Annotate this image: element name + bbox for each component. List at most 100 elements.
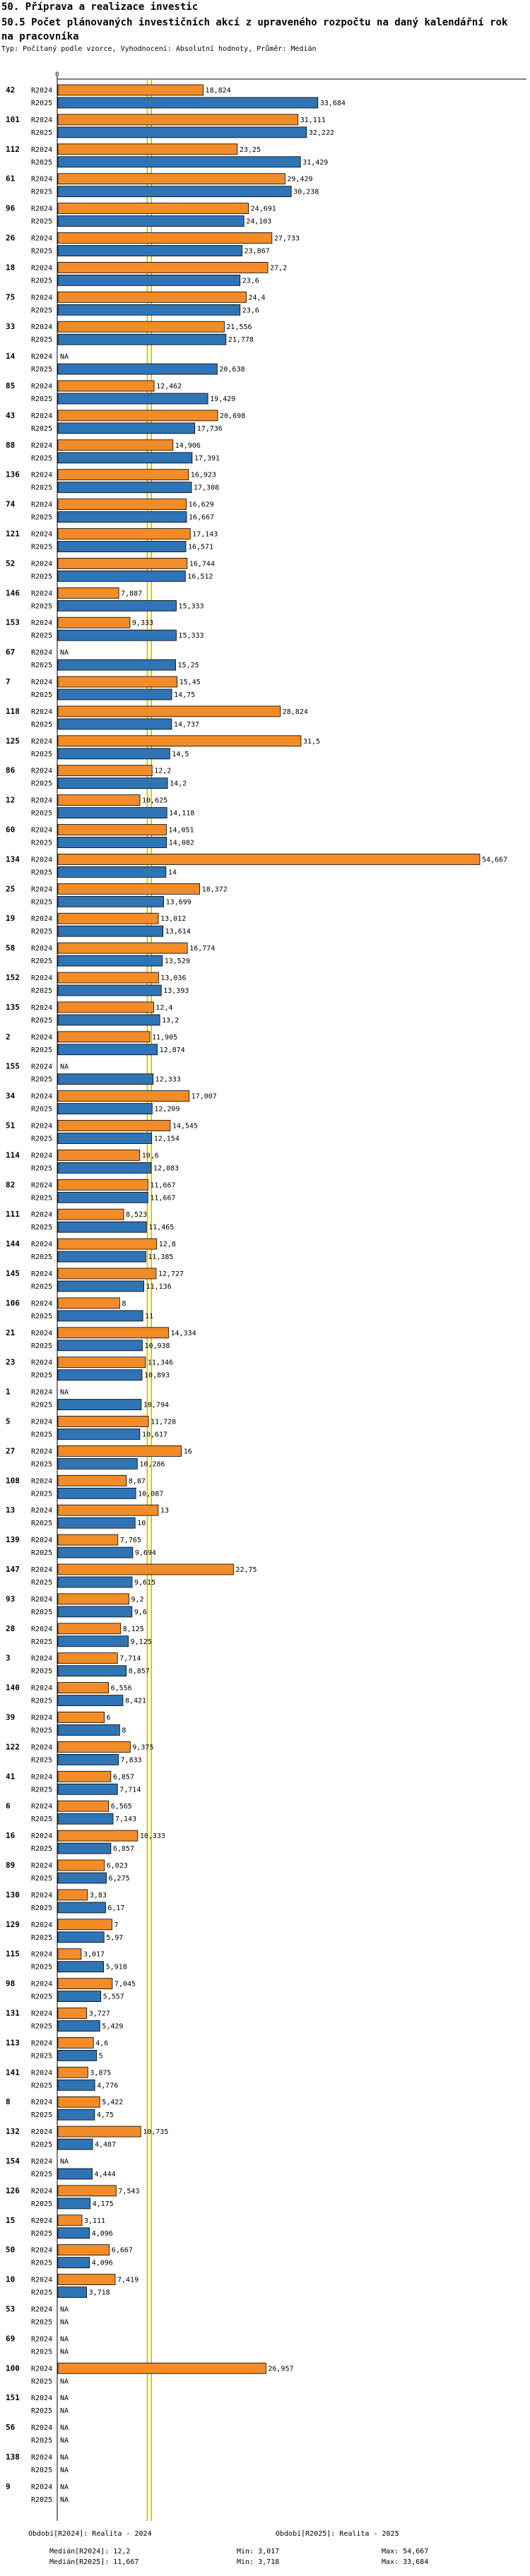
value-label-r2025: 9,6 [134, 1609, 147, 1616]
series-label-r2025: R2025 [31, 544, 52, 551]
group-label: 51 [6, 1121, 16, 1131]
group-label: 151 [6, 2393, 20, 2402]
series-label-r2025: R2025 [31, 1549, 52, 1557]
group-label: 122 [6, 1742, 20, 1751]
group-label: 130 [6, 1890, 20, 1900]
value-label-r2024: 12,462 [156, 383, 182, 390]
bar-r2025 [57, 984, 162, 996]
series-label-r2025: R2025 [31, 2141, 52, 2149]
bar-r2025 [57, 2286, 88, 2298]
value-label-r2024: 24,691 [251, 205, 276, 213]
group-label: 67 [6, 648, 15, 657]
series-label-r2025: R2025 [31, 2200, 52, 2208]
value-label-r2025: 33,684 [320, 100, 346, 107]
na-label-r2024: NA [60, 2483, 69, 2491]
bar-r2024 [57, 1001, 154, 1013]
bar-r2024 [57, 1682, 109, 1694]
value-label-r2024: 9,333 [132, 619, 153, 627]
value-label-r2025: 7,714 [119, 1786, 141, 1794]
bar-r2024 [57, 1978, 113, 1990]
group-label: 129 [6, 1920, 20, 1929]
na-label-r2024: NA [60, 1063, 69, 1071]
value-label-r2025: 10,938 [144, 1342, 170, 1350]
value-label-r2025: 3,718 [89, 2289, 110, 2297]
bar-r2025 [57, 1842, 112, 1854]
series-label-r2024: R2024 [31, 915, 52, 923]
series-label-r2025: R2025 [31, 2023, 52, 2031]
value-label-r2025: 13,614 [165, 928, 191, 936]
series-label-r2025: R2025 [31, 2052, 52, 2060]
value-label-r2025: 14,75 [174, 691, 195, 699]
series-label-r2024: R2024 [31, 1773, 52, 1781]
bar-r2025 [57, 1251, 146, 1263]
bar-r2025 [57, 1457, 138, 1469]
value-label-r2024: 7,045 [114, 1981, 136, 1988]
value-label-r2025: 10,286 [139, 1460, 165, 1468]
series-label-r2025: R2025 [31, 484, 52, 492]
value-label-r2024: 6 [107, 1715, 111, 1722]
value-label-r2024: 20,698 [220, 412, 245, 420]
series-label-r2025: R2025 [31, 662, 52, 669]
group-label: 88 [6, 441, 15, 450]
group-label: 60 [6, 825, 15, 835]
legend-r2024: Období[R2024]: Realita - 2024 [28, 2530, 152, 2538]
group-label: 153 [6, 618, 20, 627]
series-label-r2024: R2024 [31, 1389, 52, 1397]
series-label-r2024: R2024 [31, 205, 52, 213]
bar-r2024 [57, 321, 225, 333]
value-label-r2025: 13,529 [165, 958, 190, 965]
bar-r2024 [57, 1150, 141, 1161]
series-label-r2025: R2025 [31, 958, 52, 965]
bar-r2024 [57, 883, 201, 895]
bar-r2024 [57, 291, 247, 303]
series-label-r2024: R2024 [31, 2069, 52, 2077]
value-label-r2025: 21,778 [228, 336, 254, 344]
group-label: 106 [6, 1299, 20, 1308]
value-label-r2025: 8 [122, 1727, 126, 1735]
group-label: 140 [6, 1683, 20, 1693]
series-label-r2024: R2024 [31, 2424, 52, 2432]
bar-r2025 [57, 156, 301, 168]
value-label-r2025: 32,222 [309, 129, 334, 137]
group-label: 2 [6, 1032, 11, 1042]
chart-note: Typ: Počítaný podle vzorce, Vyhodnocení:… [1, 45, 317, 53]
series-label-r2024: R2024 [31, 2454, 52, 2462]
value-label-r2024: 3,111 [84, 2217, 105, 2225]
bar-r2024 [57, 765, 153, 777]
series-label-r2024: R2024 [31, 1507, 52, 1515]
series-label-r2024: R2024 [31, 2158, 52, 2166]
series-label-r2024: R2024 [31, 1596, 52, 1604]
value-label-r2025: 5,97 [106, 1934, 123, 1942]
bar-r2024 [57, 1179, 148, 1191]
value-label-r2024: 23,25 [240, 146, 261, 154]
median-r2024-text: Medián[R2024]: 12,2 [49, 2548, 131, 2556]
group-label: 155 [6, 1062, 20, 1071]
bar-r2025 [57, 452, 193, 464]
axis-zero-label: 0 [55, 71, 59, 78]
series-label-r2025: R2025 [31, 1194, 52, 1202]
group-label: 19 [6, 914, 15, 923]
value-label-r2025: 11 [145, 1313, 153, 1320]
min-r2025-text: Min: 3,718 [237, 2558, 280, 2566]
value-label-r2024: 31,5 [303, 738, 320, 746]
group-label: 9 [6, 2482, 11, 2491]
value-label-r2024: 6,667 [112, 2247, 133, 2255]
series-label-r2025: R2025 [31, 514, 52, 522]
group-label: 118 [6, 707, 20, 716]
bar-r2025 [57, 1813, 114, 1825]
bar-r2024 [57, 1416, 149, 1427]
bar-r2024 [57, 1534, 119, 1546]
group-label: 74 [6, 500, 16, 509]
bar-r2025 [57, 1429, 141, 1440]
series-label-r2024: R2024 [31, 383, 52, 390]
bar-r2024 [57, 942, 188, 954]
bar-r2024 [57, 1563, 234, 1575]
bar-r2025 [57, 807, 167, 818]
series-label-r2024: R2024 [31, 1359, 52, 1367]
series-label-r2024: R2024 [31, 1537, 52, 1544]
bar-r2025 [57, 1133, 153, 1144]
group-label: 41 [6, 1772, 16, 1781]
value-label-r2024: 54,667 [482, 856, 507, 864]
series-label-r2025: R2025 [31, 1106, 52, 1114]
bar-r2024 [57, 2214, 83, 2226]
